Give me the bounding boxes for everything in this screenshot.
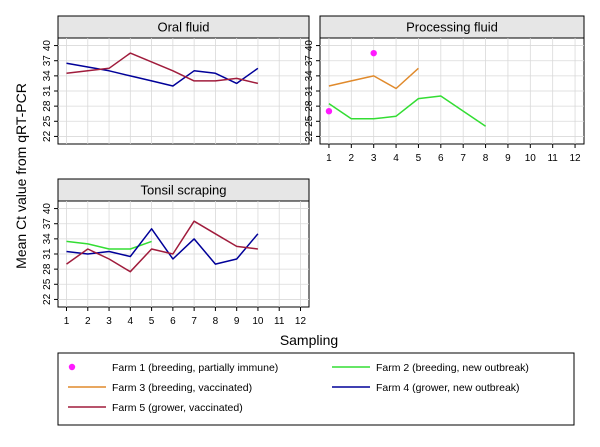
series-line-farm4 bbox=[66, 228, 259, 265]
legend-label: Farm 1 (breeding, partially immune) bbox=[112, 362, 278, 374]
x-tick-label: 7 bbox=[191, 316, 197, 327]
x-tick-label: 8 bbox=[483, 153, 489, 164]
x-tick-label: 7 bbox=[460, 153, 466, 164]
x-tick-label: 6 bbox=[170, 316, 176, 327]
x-tick-label: 1 bbox=[326, 153, 332, 164]
panel-title: Oral fluid bbox=[157, 20, 209, 35]
x-tick-label: 3 bbox=[371, 153, 377, 164]
legend-box bbox=[57, 352, 575, 426]
series-line-farm5 bbox=[66, 220, 258, 273]
y-tick-label: 28 bbox=[42, 263, 53, 275]
x-tick-label: 5 bbox=[416, 153, 422, 164]
y-axis-title: Mean Ct value from qRT-PCR bbox=[13, 83, 29, 269]
series-line-farm5 bbox=[66, 52, 259, 85]
x-tick-label: 4 bbox=[393, 153, 399, 164]
y-tick-label: 34 bbox=[42, 233, 53, 245]
panel-title: Processing fluid bbox=[406, 20, 498, 35]
y-tick-label: 28 bbox=[42, 100, 53, 112]
y-tick-label: 40 bbox=[42, 203, 53, 215]
y-tick-label: 25 bbox=[304, 115, 315, 127]
x-tick-label: 4 bbox=[128, 316, 134, 327]
y-tick-label: 22 bbox=[304, 130, 315, 142]
x-tick-label: 3 bbox=[106, 316, 112, 327]
y-tick-label: 22 bbox=[42, 293, 53, 305]
series-line-farm2 bbox=[328, 95, 487, 127]
x-tick-label: 12 bbox=[295, 316, 307, 327]
y-tick-label: 34 bbox=[304, 70, 315, 82]
x-tick-label: 11 bbox=[547, 153, 558, 164]
panel-title: Tonsil scraping bbox=[141, 183, 227, 198]
x-tick-label: 9 bbox=[505, 153, 511, 164]
x-tick-label: 1 bbox=[64, 316, 70, 327]
y-tick-label: 31 bbox=[42, 248, 53, 260]
legend-marker-farm1 bbox=[68, 363, 76, 371]
legend-label: Farm 2 (breeding, new outbreak) bbox=[376, 362, 529, 374]
legend-label: Farm 4 (grower, new outbreak) bbox=[376, 382, 520, 394]
y-tick-label: 31 bbox=[42, 85, 53, 97]
series-line-farm4 bbox=[66, 62, 259, 87]
legend: Farm 1 (breeding, partially immune) Farm … bbox=[57, 352, 575, 426]
x-tick-label: 6 bbox=[438, 153, 444, 164]
x-tick-label: 12 bbox=[569, 153, 581, 164]
panel-0: Oral fluid 22 25 28 31 34 37 40 bbox=[42, 15, 310, 145]
y-tick-label: 37 bbox=[304, 55, 315, 67]
x-tick-label: 2 bbox=[85, 316, 91, 327]
x-tick-label: 10 bbox=[252, 316, 264, 327]
y-tick-label: 40 bbox=[42, 40, 53, 52]
y-tick-label: 31 bbox=[304, 85, 315, 97]
y-tick-label: 34 bbox=[42, 70, 53, 82]
y-tick-label: 28 bbox=[304, 100, 315, 112]
data-point-farm1 bbox=[370, 49, 377, 57]
y-tick-label: 22 bbox=[42, 130, 53, 142]
x-tick-label: 5 bbox=[149, 316, 155, 327]
x-tick-label: 9 bbox=[234, 316, 240, 327]
x-axis-title: Sampling bbox=[280, 332, 338, 348]
legend-label: Farm 3 (breeding, vaccinated) bbox=[112, 382, 252, 394]
y-tick-label: 25 bbox=[42, 115, 53, 127]
legend-label: Farm 5 (grower, vaccinated) bbox=[112, 402, 243, 414]
y-tick-label: 37 bbox=[42, 55, 53, 67]
y-tick-label: 25 bbox=[42, 278, 53, 290]
y-tick-label: 37 bbox=[42, 218, 53, 230]
data-point-farm1 bbox=[325, 107, 333, 115]
x-tick-label: 2 bbox=[349, 153, 355, 164]
x-tick-label: 11 bbox=[274, 316, 285, 327]
y-tick-label: 40 bbox=[304, 40, 315, 52]
x-tick-label: 8 bbox=[213, 316, 219, 327]
series-line-farm3 bbox=[328, 67, 419, 90]
x-tick-label: 10 bbox=[525, 153, 537, 164]
